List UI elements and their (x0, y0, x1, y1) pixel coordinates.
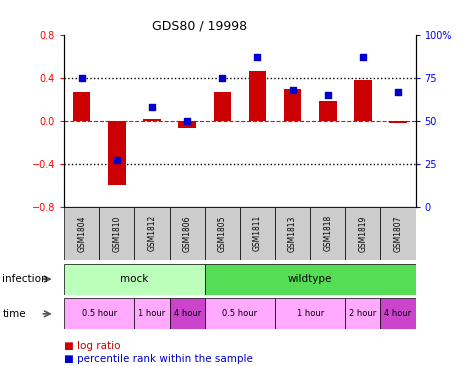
Bar (380, 207, 416, 260)
Text: 1 hour: 1 hour (138, 309, 166, 318)
Text: 2 hour: 2 hour (349, 309, 377, 318)
Bar (205, 264, 416, 295)
Text: wildtype: wildtype (288, 274, 332, 284)
Text: GSM1807: GSM1807 (394, 215, 402, 251)
Point (218, 75, 226, 81)
Bar (170, 298, 205, 329)
Text: mock: mock (120, 274, 149, 284)
Bar (319, 101, 336, 121)
Bar (390, 121, 407, 123)
Bar (380, 298, 416, 329)
Text: 4 hour: 4 hour (384, 309, 412, 318)
Bar (99, 207, 134, 260)
Point (394, 89, 402, 94)
Bar (345, 298, 380, 329)
Text: GSM1810: GSM1810 (113, 215, 121, 251)
Bar (64, 264, 205, 295)
Point (359, 54, 367, 60)
Text: GSM1806: GSM1806 (183, 215, 191, 251)
Bar (205, 298, 275, 329)
Text: GSM1804: GSM1804 (77, 215, 86, 251)
Point (78, 75, 86, 81)
Text: GSM1811: GSM1811 (253, 215, 262, 251)
Point (254, 54, 261, 60)
Bar (310, 207, 345, 260)
Text: GSM1813: GSM1813 (288, 215, 297, 251)
Bar (64, 207, 99, 260)
Bar (179, 121, 196, 128)
Text: GSM1819: GSM1819 (359, 215, 367, 251)
Text: GDS80 / 19998: GDS80 / 19998 (152, 20, 247, 33)
Bar (240, 207, 275, 260)
Bar (134, 207, 170, 260)
Bar (64, 298, 134, 329)
Text: 0.5 hour: 0.5 hour (82, 309, 117, 318)
Point (113, 157, 121, 163)
Text: ■ log ratio: ■ log ratio (64, 341, 121, 351)
Text: GSM1818: GSM1818 (323, 215, 332, 251)
Text: GSM1812: GSM1812 (148, 215, 156, 251)
Text: ■ percentile rank within the sample: ■ percentile rank within the sample (64, 354, 253, 365)
Text: infection: infection (2, 274, 48, 284)
Bar (170, 207, 205, 260)
Bar (205, 207, 240, 260)
Bar (73, 92, 91, 121)
Text: GSM1805: GSM1805 (218, 215, 227, 251)
Point (289, 87, 296, 93)
Bar (275, 298, 345, 329)
Text: 1 hour: 1 hour (296, 309, 324, 318)
Point (148, 104, 156, 110)
Bar (345, 207, 380, 260)
Bar (249, 71, 266, 121)
Point (183, 118, 191, 124)
Text: time: time (2, 309, 26, 319)
Bar (134, 298, 170, 329)
Text: 4 hour: 4 hour (173, 309, 201, 318)
Point (324, 92, 332, 98)
Bar (143, 119, 161, 121)
Bar (354, 80, 371, 121)
Bar (108, 121, 125, 185)
Bar (213, 92, 231, 121)
Bar (284, 89, 301, 121)
Text: 0.5 hour: 0.5 hour (222, 309, 257, 318)
Bar (275, 207, 310, 260)
